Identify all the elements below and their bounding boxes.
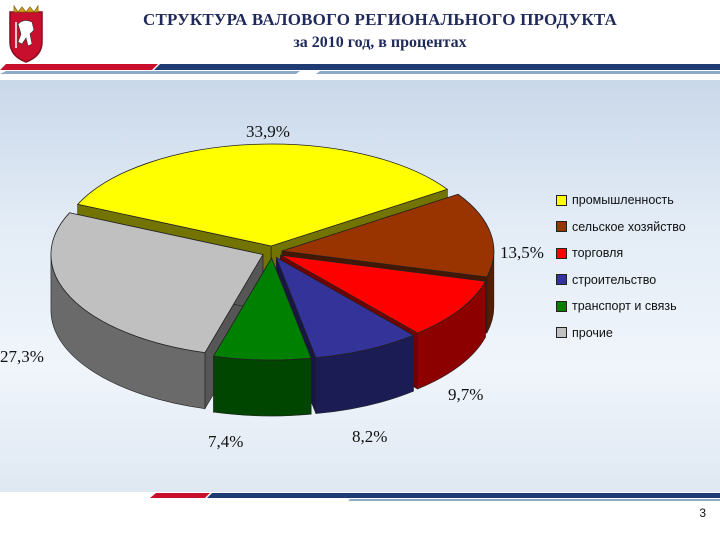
- data-label-industry: 33,9%: [246, 122, 290, 141]
- legend-swatch: [556, 327, 567, 339]
- pie-tops: [50, 143, 495, 361]
- header-stripe: [0, 64, 720, 74]
- pie-slice-side: [213, 355, 312, 417]
- page-number: 3: [699, 506, 706, 520]
- pie-slice-5: [50, 212, 264, 354]
- legend-swatch: [556, 194, 567, 206]
- chart-title: СТРУКТУРА ВАЛОВОГО РЕГИОНАЛЬНОГО ПРОДУКТ…: [142, 10, 618, 29]
- data-label-agriculture: 13,5%: [500, 243, 544, 262]
- pie-slice-0: [76, 143, 449, 247]
- slide-header: СТРУКТУРА ВАЛОВОГО РЕГИОНАЛЬНОГО ПРОДУКТ…: [60, 10, 700, 52]
- pie-chart: [50, 143, 495, 417]
- chart-legend: промышленность сельское хозяйство торгов…: [556, 187, 686, 346]
- legend-item-agriculture: сельское хозяйство: [556, 214, 686, 241]
- pie-slice-2: [280, 254, 487, 334]
- legend-swatch: [556, 221, 567, 233]
- legend-label: промышленность: [572, 193, 674, 208]
- footer-stripe: [150, 493, 720, 501]
- legend-label: прочие: [572, 325, 613, 340]
- data-label-transport: 7,4%: [208, 432, 244, 451]
- data-label-construction: 8,2%: [352, 427, 388, 446]
- data-label-other: 27,3%: [0, 347, 44, 366]
- legend-swatch: [556, 274, 567, 286]
- pie-slice-4: [212, 257, 312, 361]
- legend-swatch: [556, 247, 567, 259]
- legend-item-other: прочие: [556, 320, 686, 347]
- data-label-trade: 9,7%: [448, 385, 484, 404]
- legend-item-construction: строительство: [556, 267, 686, 294]
- legend-label: сельское хозяйство: [572, 219, 686, 234]
- chart-subtitle: за 2010 год, в процентах: [293, 34, 467, 51]
- legend-item-trade: торговля: [556, 240, 686, 267]
- legend-item-industry: промышленность: [556, 187, 686, 214]
- legend-label: торговля: [572, 246, 624, 261]
- legend-label: строительство: [572, 272, 657, 287]
- legend-swatch: [556, 300, 567, 312]
- legend-item-transport: транспорт и связь: [556, 293, 686, 320]
- pie-slice-1: [281, 193, 495, 278]
- legend-label: транспорт и связь: [572, 299, 677, 314]
- pie-slice-3: [275, 256, 415, 359]
- coat-of-arms-icon: [9, 4, 43, 63]
